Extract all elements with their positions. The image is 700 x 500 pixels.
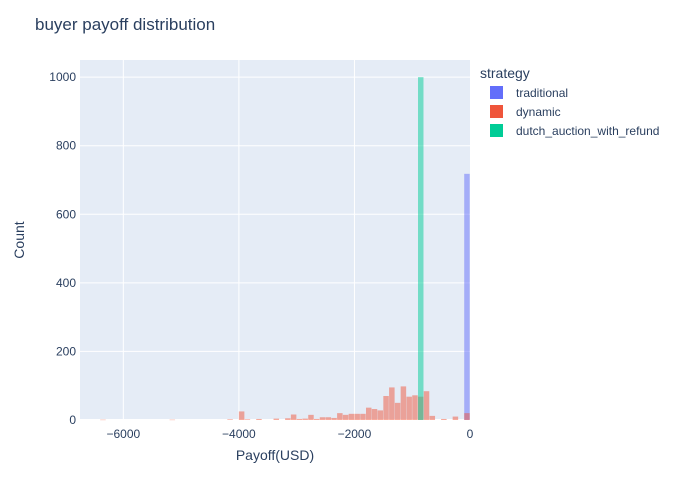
x-axis-title: Payoff(USD) <box>236 447 314 463</box>
histogram-bar[interactable] <box>406 396 412 420</box>
histogram-bar[interactable] <box>314 418 320 420</box>
x-tick-labels: −6000 −4000 −2000 0 <box>106 427 473 441</box>
histogram-bar[interactable] <box>394 402 401 420</box>
histogram-bar[interactable] <box>464 173 470 420</box>
y-tick-label: 1000 <box>49 70 76 84</box>
y-tick-label: 600 <box>56 207 76 221</box>
y-tick-label: 400 <box>56 276 76 290</box>
histogram-bar[interactable] <box>418 77 424 421</box>
histogram-bar[interactable] <box>337 413 343 420</box>
histogram-bar[interactable] <box>423 391 430 420</box>
histogram-bar[interactable] <box>348 413 355 420</box>
histogram-bar[interactable] <box>273 418 280 420</box>
legend-label-dutch-auction-with-refund[interactable]: dutch_auction_with_refund <box>516 124 659 138</box>
histogram-bar[interactable] <box>360 413 366 420</box>
y-tick-label: 200 <box>56 344 76 358</box>
histogram-bar[interactable] <box>290 414 297 420</box>
histogram-bar[interactable] <box>342 414 349 420</box>
legend-label-traditional[interactable]: traditional <box>516 86 568 100</box>
x-tick-label: −4000 <box>222 427 256 441</box>
histogram-bar[interactable] <box>227 419 233 420</box>
histogram-bar[interactable] <box>285 418 291 420</box>
histogram-bar[interactable] <box>256 418 262 420</box>
histogram-bar[interactable] <box>238 411 245 420</box>
plot-area[interactable] <box>80 60 470 420</box>
histogram-bar[interactable] <box>400 386 407 420</box>
histogram-bar[interactable] <box>441 418 447 420</box>
chart-title: buyer payoff distribution <box>35 15 215 34</box>
series-traditional <box>464 173 470 420</box>
histogram-bar[interactable] <box>412 395 418 420</box>
histogram-bar[interactable] <box>296 418 303 420</box>
histogram-bar[interactable] <box>325 417 332 420</box>
legend-swatch-dynamic[interactable] <box>490 105 503 118</box>
legend: strategy traditional dynamic dutch_aucti… <box>480 65 659 138</box>
x-tick-label: −6000 <box>106 427 140 441</box>
histogram-bar[interactable] <box>377 410 384 420</box>
series-dutch-auction-with-refund <box>418 77 424 421</box>
histogram-bar[interactable] <box>354 413 360 420</box>
legend-label-dynamic[interactable]: dynamic <box>516 105 561 119</box>
y-tick-labels: 0 200 400 600 800 1000 <box>49 70 76 427</box>
histogram-bar[interactable] <box>244 419 251 420</box>
histogram-bar[interactable] <box>366 407 372 420</box>
y-tick-label: 800 <box>56 139 76 153</box>
histogram-bar[interactable] <box>302 418 308 420</box>
y-axis-title: Count <box>11 221 27 258</box>
histogram-bar[interactable] <box>319 417 326 420</box>
histogram-bar[interactable] <box>383 396 389 420</box>
histogram-bar[interactable] <box>452 416 459 420</box>
histogram-bar[interactable] <box>371 409 378 420</box>
x-tick-label: 0 <box>467 427 474 441</box>
histogram-bar[interactable] <box>389 387 395 420</box>
histogram-bar[interactable] <box>169 419 176 421</box>
series-dynamic <box>100 386 470 421</box>
histogram-bar[interactable] <box>464 413 470 420</box>
histogram-bar[interactable] <box>429 415 436 420</box>
x-tick-label: −2000 <box>338 427 372 441</box>
bars-layer <box>100 77 470 421</box>
histogram-bar[interactable] <box>308 414 314 420</box>
legend-swatch-traditional[interactable] <box>490 86 503 99</box>
histogram-bar[interactable] <box>100 419 106 421</box>
y-tick-label: 0 <box>69 413 76 427</box>
legend-title: strategy <box>480 65 530 81</box>
legend-swatch-dutch-auction-with-refund[interactable] <box>490 124 503 137</box>
histogram-bar[interactable] <box>331 417 337 420</box>
